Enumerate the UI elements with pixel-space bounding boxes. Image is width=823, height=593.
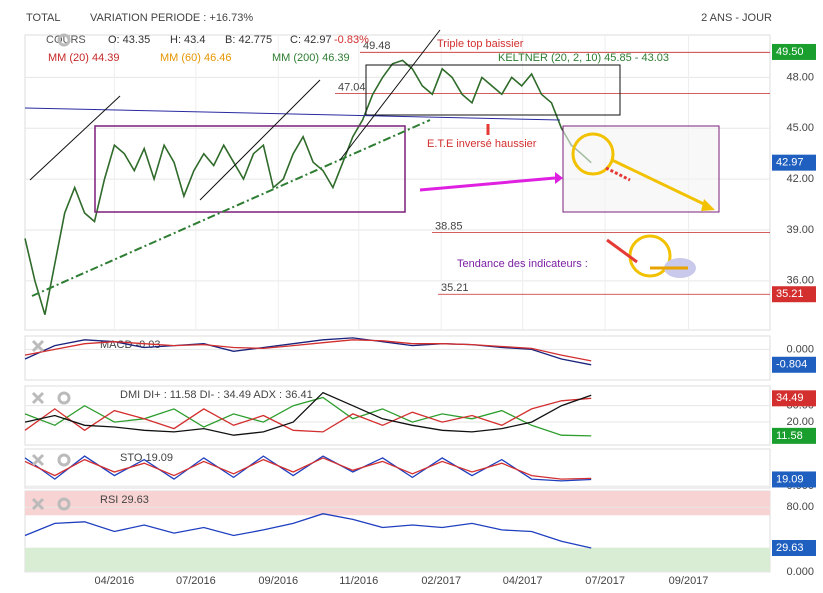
arrow-head [555,172,563,184]
value-badge-label: 49.50 [776,46,804,58]
legend-entry: MM (60) 46.46 [160,52,232,64]
series-line [24,457,592,480]
circle [571,132,615,176]
top-box [365,64,621,116]
zone [25,547,770,572]
value-badge [772,427,816,444]
y-tick-label: 0.000 [786,566,814,578]
legend-entry: H: 43.4 [170,34,205,46]
arrow-head [701,199,715,211]
range-box [94,125,406,213]
legend-entry: MM (20) 44.39 [48,52,120,64]
x-tick-label: 04/2016 [95,575,135,587]
panel-icons [31,33,71,511]
panel-frame [24,448,771,489]
plot-layer: 36.00 39.00 42.00 45.00 48.00 49.48 47.04 38.85… [24,34,816,587]
value-badge-label: -0.804 [776,359,807,371]
gear-icon [57,391,71,405]
trendline [199,79,321,201]
series-line [24,391,592,436]
annotation: E.T.E inversé haussier [427,138,537,150]
y-tick-label: 42.00 [786,173,814,185]
gear-icon [57,33,71,47]
header-variation: VARIATION PERIODE : +16.73% [90,12,253,24]
y-tick-label: 0.000 [786,343,814,355]
arrow [606,238,638,264]
arrow [605,166,631,182]
value-badge-label: 11.58 [776,430,803,442]
indicator-label: STO 19.09 [120,452,173,464]
series-line [24,396,592,437]
legend-entry: C: 42.97 [290,34,332,46]
indicator-label: RSI 29.63 [100,494,149,506]
series-line [24,397,592,433]
value-badge [772,390,816,407]
x-tick-label: 04/2017 [503,575,543,587]
x-tick-label: 09/2017 [669,575,709,587]
legend-entry: -0.83% [334,34,369,46]
drawings [24,29,720,297]
value-badge [772,539,816,556]
header-title: TOTAL [26,12,60,24]
x-tick-label: 02/2017 [421,575,461,587]
y-tick-label: 20.00 [786,416,814,428]
level-label: 38.85 [435,220,463,232]
series-line [24,455,592,482]
value-badge [772,286,816,303]
level-label: 49.48 [363,40,391,52]
legend-entry: B: 42.775 [225,34,272,46]
series-line [24,59,592,315]
annotation: Triple top baissier [437,38,524,50]
level-label: 47.04 [338,82,366,94]
value-badge-label: 29.63 [776,542,804,554]
gear-icon [57,453,71,467]
series-line [24,339,592,362]
value-badge [772,154,816,171]
zone [25,491,770,516]
trendline [24,107,561,121]
x-tick-label: 07/2017 [585,575,625,587]
indicator-label: DMI DI+ : 11.58 DI- : 34.49 ADX : 36.41 [120,389,313,401]
close-icon [31,339,45,511]
legend-entry: COURS [46,34,86,46]
value-badge-label: 34.49 [776,392,804,404]
value-badge [772,471,816,488]
value-badge-label: 19.09 [776,473,804,485]
value-badge-label: 42.97 [776,157,804,169]
gear-icon [57,497,71,511]
y-tick-label: 39.00 [786,224,814,236]
trendline [29,95,121,181]
trendline [339,29,441,161]
value-badge [772,356,816,373]
y-tick-label: 48.00 [786,71,814,83]
y-tick-label: 80.00 [786,501,814,513]
level-label: 35.21 [441,282,469,294]
legend-entry: KELTNER (20, 2, 10) 45.85 - 43.03 [498,52,669,64]
arrow [611,158,709,208]
backgrounds [24,34,771,573]
arrow [419,176,556,192]
x-tick-label: 07/2016 [176,575,216,587]
x-tick-label: 11/2016 [339,575,378,587]
series-line [24,513,592,549]
legend-entry: MM (200) 46.39 [272,52,350,64]
value-badge-label: 35.21 [776,288,804,300]
y-tick-label: 45.00 [786,122,814,134]
legend-entry: O: 43.35 [108,34,150,46]
y-tick-label: 36.00 [786,275,814,287]
annotation: Tendance des indicateurs : [457,258,588,270]
header-period: 2 ANS - JOUR [701,12,772,24]
value-badge [772,43,816,60]
x-tick-label: 09/2016 [258,575,298,587]
